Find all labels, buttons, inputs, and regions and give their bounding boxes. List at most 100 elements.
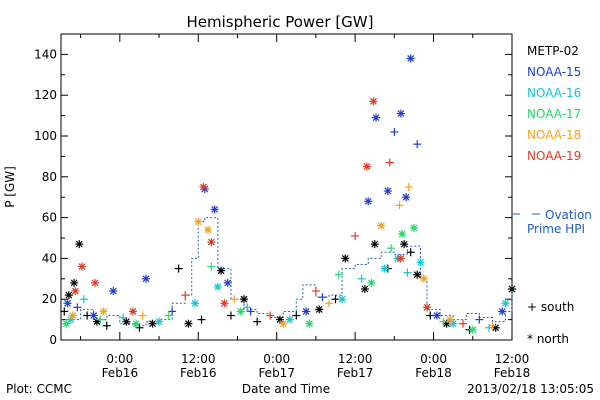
- data-point: [377, 221, 386, 230]
- data-point: [194, 217, 203, 226]
- data-point: [253, 317, 262, 326]
- data-point: [246, 307, 255, 316]
- data-point: [406, 248, 415, 257]
- data-point: [217, 266, 226, 275]
- data-point: [416, 258, 425, 267]
- data-point: [220, 299, 229, 308]
- data-point: [68, 311, 77, 320]
- data-point: [445, 315, 454, 324]
- data-point: [197, 315, 206, 324]
- data-point: [285, 315, 294, 324]
- legend-ovation-label: Ovation: [545, 208, 592, 222]
- data-point: [128, 307, 137, 316]
- data-point: [70, 278, 79, 287]
- data-point: [409, 223, 418, 232]
- data-point: [311, 287, 320, 296]
- data-point: [199, 183, 208, 191]
- data-point: [362, 162, 371, 171]
- legend-item: NOAA-16: [527, 86, 581, 100]
- data-point: [380, 264, 389, 273]
- data-point: [419, 274, 428, 283]
- data-point: [402, 193, 411, 202]
- data-point: [243, 303, 252, 312]
- data-point: [207, 262, 216, 271]
- y-tick-label: 100: [34, 129, 57, 143]
- data-point: [367, 278, 376, 287]
- data-point: [485, 323, 494, 332]
- data-point: [508, 285, 516, 293]
- x-tick-time-label: 12:00: [181, 352, 216, 366]
- legend-item: NOAA-19: [527, 149, 581, 163]
- data-point: [395, 201, 404, 210]
- x-tick-time-label: 0:00: [263, 352, 290, 366]
- x-axis: 0:00Feb1612:00Feb160:00Feb1712:00Feb170:…: [80, 34, 530, 380]
- data-point: [207, 238, 216, 247]
- data-point: [338, 295, 347, 304]
- data-point: [181, 291, 190, 300]
- data-point: [99, 307, 108, 316]
- data-point: [324, 299, 333, 308]
- x-tick-time-label: 0:00: [106, 352, 133, 366]
- data-point: [204, 225, 213, 234]
- x-tick-date-label: Feb18: [415, 366, 452, 380]
- x-tick-time-label: 12:00: [495, 352, 530, 366]
- x-tick-time-label: 0:00: [420, 352, 447, 366]
- data-point: [475, 315, 484, 324]
- y-axis-label: P [GW]: [3, 166, 17, 208]
- data-point: [79, 295, 88, 304]
- x-axis-label: Date and Time: [242, 382, 330, 396]
- data-point: [370, 240, 379, 249]
- data-point: [488, 321, 497, 330]
- data-point: [148, 319, 157, 328]
- data-point: [292, 311, 301, 320]
- legend: METP-02 NOAA-15 NOAA-16 NOAA-17 NOAA-18 NOAA-…: [513, 44, 592, 346]
- data-point: [190, 299, 199, 308]
- data-point: [168, 307, 177, 316]
- data-point: [351, 231, 360, 240]
- data-point: [71, 287, 80, 296]
- data-point: [439, 317, 448, 326]
- data-point: [279, 319, 288, 328]
- y-tick-label: 140: [34, 47, 57, 61]
- data-point: [109, 287, 118, 296]
- data-point: [383, 187, 392, 196]
- data-point: [266, 311, 275, 320]
- data-point: [89, 311, 98, 320]
- x-tick-time-label: 12:00: [338, 352, 373, 366]
- data-point: [501, 299, 510, 308]
- data-point: [75, 240, 84, 249]
- ovation-line: [61, 217, 513, 327]
- data-point: [64, 291, 73, 300]
- data-point: [404, 183, 413, 191]
- data-point: [102, 321, 111, 330]
- data-point: [413, 140, 422, 149]
- data-point: [423, 303, 432, 312]
- legend-item: NOAA-17: [527, 107, 581, 121]
- x-tick-date-label: Feb16: [180, 366, 217, 380]
- legend-ovation-label: Prime HPI: [527, 222, 585, 236]
- data-point: [77, 262, 86, 271]
- y-tick-label: 20: [42, 292, 57, 306]
- data-point: [132, 319, 141, 328]
- data-point: [387, 244, 396, 253]
- data-point: [318, 293, 327, 302]
- data-point: [369, 97, 378, 106]
- data-point: [400, 240, 409, 249]
- x-tick-date-label: Feb16: [102, 366, 139, 380]
- data-point: [62, 319, 71, 328]
- legend-item: NOAA-18: [527, 128, 581, 142]
- data-point: [413, 270, 422, 279]
- y-tick-label: 60: [42, 211, 57, 225]
- data-point: [122, 317, 131, 326]
- data-point: [174, 264, 183, 273]
- data-point: [396, 254, 405, 263]
- plot-source: Plot: CCMC: [6, 382, 72, 396]
- data-point: [432, 311, 441, 320]
- timestamp: 2013/02/18 13:05:05: [467, 382, 594, 396]
- data-point: [141, 274, 150, 283]
- data-point: [96, 315, 105, 324]
- data-point: [240, 295, 249, 304]
- y-tick-label: 0: [49, 333, 57, 347]
- data-point: [63, 299, 72, 308]
